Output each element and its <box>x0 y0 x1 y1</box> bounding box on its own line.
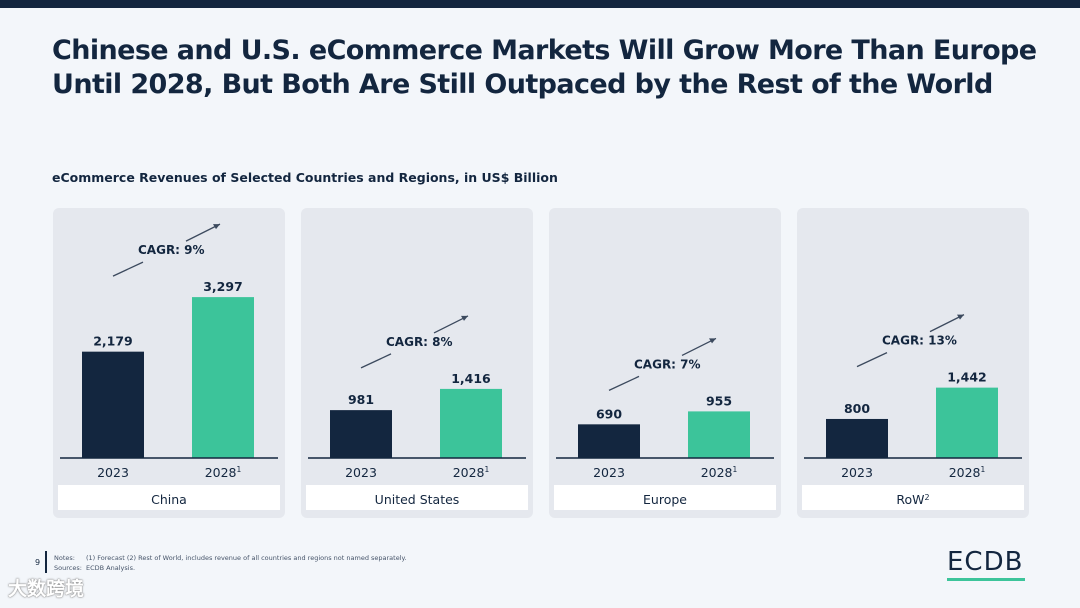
panel-label-text: Europe <box>643 492 687 507</box>
cagr-arrow-tail <box>360 353 392 369</box>
chart-panel-row: 800 2023 1,442 20281 CAGR: 13% RoW2 <box>797 208 1029 518</box>
cagr-arrow-head <box>709 338 716 344</box>
panel-label: China <box>58 485 280 510</box>
footer-notes: Notes: (1) Forecast (2) Rest of World, in… <box>54 553 407 573</box>
panel-label-text: United States <box>374 492 460 507</box>
bar-2023 <box>826 418 888 458</box>
chart-svg: 690 2023 955 20281 CAGR: 7% <box>556 337 774 480</box>
x-tick-label: 20281 <box>453 465 490 480</box>
cagr-arrow-shaft <box>185 223 221 242</box>
cagr-label: CAGR: 7% <box>634 357 701 371</box>
panel-label: United States <box>306 485 528 510</box>
x-tick-label: 20281 <box>949 465 986 480</box>
cagr-arrow-shaft <box>433 315 469 334</box>
chart-panel-china: 2,179 2023 3,297 20281 CAGR: 9% China <box>53 208 285 518</box>
x-tick-label: 2023 <box>97 465 129 480</box>
sources-label: Sources: <box>54 564 82 572</box>
bar-2023 <box>330 410 392 458</box>
notes-label: Notes: <box>54 554 75 562</box>
cagr-label: CAGR: 9% <box>138 243 205 257</box>
bar-2023 <box>82 351 144 458</box>
x-tick-label: 2023 <box>593 465 625 480</box>
chart-subtitle: eCommerce Revenues of Selected Countries… <box>52 170 558 185</box>
cagr-arrow-head <box>957 314 964 320</box>
chart-svg: 981 2023 1,416 20281 CAGR: 8% <box>308 315 526 480</box>
footer-divider <box>45 551 47 573</box>
cagr-arrow-shaft <box>929 314 965 333</box>
x-tick-label: 20281 <box>701 465 738 480</box>
bar-value-label: 955 <box>706 393 732 408</box>
cagr-arrow-tail <box>608 375 640 391</box>
x-tick-superscript: 1 <box>237 465 242 474</box>
ecdb-logo: ECDB <box>947 549 1027 581</box>
bar-2028 <box>192 297 254 458</box>
cagr-arrow-head <box>461 315 468 321</box>
bar-value-label: 1,416 <box>451 371 491 386</box>
cagr-arrow-tail <box>112 261 144 277</box>
logo-text: ECDB <box>947 547 1024 577</box>
x-tick-superscript: 1 <box>733 465 738 474</box>
chart-panel-united-states: 981 2023 1,416 20281 CAGR: 8% United States <box>301 208 533 518</box>
cagr-arrow-head <box>213 224 220 230</box>
x-tick-superscript: 1 <box>485 465 490 474</box>
chart-svg: 800 2023 1,442 20281 CAGR: 13% <box>804 314 1022 480</box>
sources-text: ECDB Analysis. <box>86 564 136 572</box>
panel-label-superscript: 2 <box>924 493 930 502</box>
top-bar <box>0 0 1080 8</box>
bar-2028 <box>688 411 750 458</box>
panel-label: Europe <box>554 485 776 510</box>
x-tick-label: 2023 <box>841 465 873 480</box>
bar-2023 <box>578 424 640 458</box>
cagr-arrow-tail <box>856 352 888 368</box>
x-tick-superscript: 1 <box>981 465 986 474</box>
bar-value-label: 2,179 <box>93 334 133 349</box>
bar-value-label: 690 <box>596 406 622 421</box>
watermark: 大数跨境 <box>8 578 85 600</box>
x-tick-label: 20281 <box>205 465 242 480</box>
logo-underline <box>947 578 1025 581</box>
cagr-label: CAGR: 8% <box>386 335 453 349</box>
bar-value-label: 981 <box>348 392 374 407</box>
bar-value-label: 3,297 <box>203 279 243 294</box>
bar-2028 <box>440 388 502 458</box>
notes-text: (1) Forecast (2) Rest of World, includes… <box>86 554 407 562</box>
panel-label: RoW2 <box>802 485 1024 510</box>
panel-label-text: China <box>151 492 187 507</box>
chart-svg: 2,179 2023 3,297 20281 CAGR: 9% <box>60 223 278 480</box>
bar-2028 <box>936 387 998 458</box>
x-tick-label: 2023 <box>345 465 377 480</box>
panel-label-text: RoW <box>896 492 925 507</box>
cagr-label: CAGR: 13% <box>882 334 957 348</box>
bar-value-label: 1,442 <box>947 370 987 385</box>
cagr-arrow-shaft <box>681 337 717 356</box>
chart-panel-europe: 690 2023 955 20281 CAGR: 7% Europe <box>549 208 781 518</box>
bar-value-label: 800 <box>844 401 870 416</box>
page-title: Chinese and U.S. eCommerce Markets Will … <box>52 35 1037 100</box>
page-number: 9 <box>35 558 41 567</box>
